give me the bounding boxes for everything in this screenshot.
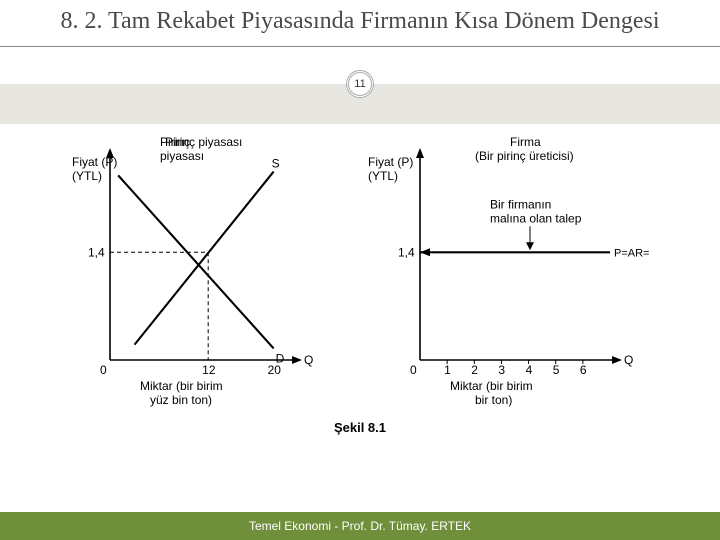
title-area: 8. 2. Tam Rekabet Piyasasında Firmanın K… bbox=[0, 0, 720, 47]
footer-bar: Temel Ekonomi - Prof. Dr. Tümay. ERTEK bbox=[0, 512, 720, 540]
svg-text:bir ton): bir ton) bbox=[475, 393, 512, 407]
svg-text:20: 20 bbox=[268, 363, 282, 377]
svg-text:malına olan talep: malına olan talep bbox=[490, 211, 582, 225]
svg-text:Q: Q bbox=[624, 353, 633, 367]
svg-text:Firma: Firma bbox=[510, 135, 541, 149]
svg-text:piyasası: piyasası bbox=[160, 149, 204, 163]
svg-text:Pirinç: Pirinç bbox=[160, 135, 190, 149]
footer-text: Temel Ekonomi - Prof. Dr. Tümay. ERTEK bbox=[249, 519, 471, 533]
svg-text:1,4: 1,4 bbox=[398, 245, 415, 259]
svg-text:S: S bbox=[272, 157, 280, 171]
svg-text:0: 0 bbox=[100, 363, 107, 377]
svg-text:0: 0 bbox=[410, 363, 417, 377]
charts-container: Pirinç piyasasıPirinçpiyasasıFiyat (P)(Y… bbox=[70, 130, 650, 450]
svg-text:Miktar (bir birim: Miktar (bir birim bbox=[140, 379, 223, 393]
svg-text:1,4: 1,4 bbox=[88, 245, 105, 259]
svg-text:2: 2 bbox=[471, 363, 478, 377]
page-number: 11 bbox=[354, 78, 365, 90]
content-area: Pirinç piyasasıPirinçpiyasasıFiyat (P)(Y… bbox=[0, 130, 720, 490]
slide-title: 8. 2. Tam Rekabet Piyasasında Firmanın K… bbox=[20, 6, 700, 36]
svg-text:Fiyat (P): Fiyat (P) bbox=[368, 155, 413, 169]
svg-text:Bir firmanın: Bir firmanın bbox=[490, 197, 551, 211]
svg-text:Miktar (bir birim: Miktar (bir birim bbox=[450, 379, 533, 393]
svg-text:(YTL): (YTL) bbox=[72, 169, 102, 183]
svg-text:P=AR=MR: P=AR=MR bbox=[614, 247, 650, 259]
svg-text:Q: Q bbox=[304, 353, 313, 367]
svg-text:(YTL): (YTL) bbox=[368, 169, 398, 183]
svg-text:Fiyat (P): Fiyat (P) bbox=[72, 155, 117, 169]
figure-caption: Şekil 8.1 bbox=[70, 420, 650, 435]
page-number-badge: 11 bbox=[346, 70, 374, 98]
svg-text:4: 4 bbox=[526, 363, 533, 377]
svg-text:(Bir pirinç üreticisi): (Bir pirinç üreticisi) bbox=[475, 149, 574, 163]
economics-charts: Pirinç piyasasıPirinçpiyasasıFiyat (P)(Y… bbox=[70, 130, 650, 450]
svg-text:5: 5 bbox=[553, 363, 560, 377]
svg-text:6: 6 bbox=[580, 363, 587, 377]
svg-text:1: 1 bbox=[444, 363, 451, 377]
svg-text:12: 12 bbox=[202, 363, 216, 377]
svg-text:yüz bin ton): yüz bin ton) bbox=[150, 393, 212, 407]
svg-text:3: 3 bbox=[498, 363, 505, 377]
